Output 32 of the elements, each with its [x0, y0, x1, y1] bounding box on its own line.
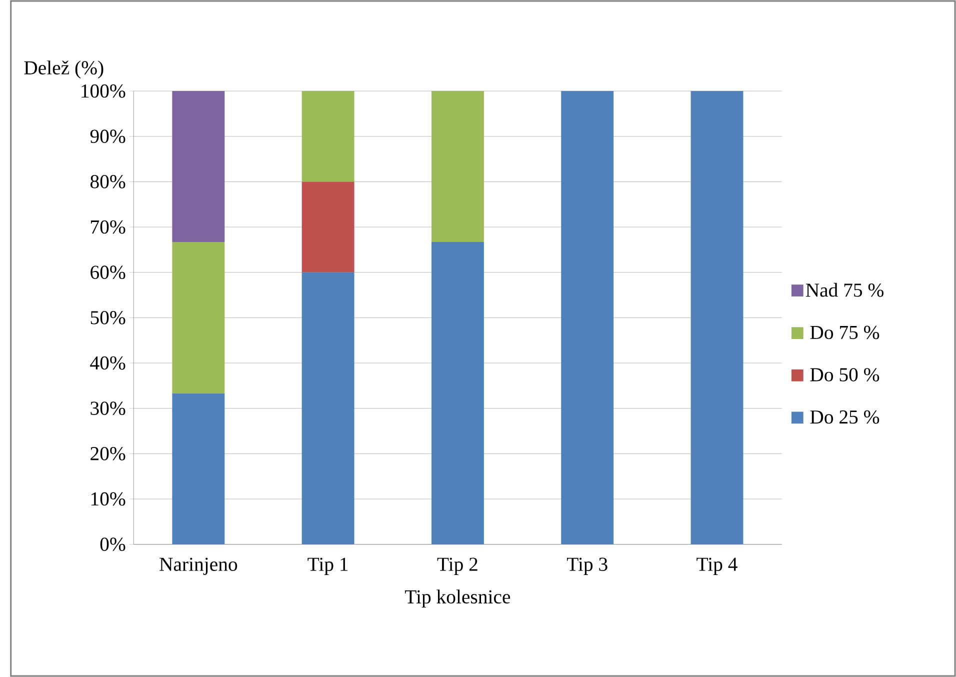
- legend-label: Do 75 %: [810, 326, 880, 340]
- bar: [172, 91, 225, 242]
- y-tick-label: 80%: [90, 175, 126, 188]
- bar: [431, 91, 484, 242]
- y-tick-label: 70%: [91, 220, 126, 234]
- x-tick-label: Tip 2: [437, 558, 478, 575]
- legend-label: Do 25 %: [810, 410, 880, 424]
- bar: [302, 91, 354, 182]
- bar: [172, 242, 225, 394]
- bar: [302, 272, 354, 544]
- y-tick-label: 100%: [82, 84, 126, 98]
- legend-label: Nad 75 %: [806, 282, 884, 297]
- y-tick-label: 40%: [90, 356, 126, 370]
- y-tick-label: 50%: [90, 311, 126, 324]
- y-tick-label: 30%: [90, 402, 126, 416]
- legend-label: Do 50 %: [810, 368, 880, 382]
- bar: [431, 242, 484, 544]
- x-tick-label: Narinjeno: [160, 558, 238, 575]
- y-tick-label: 60%: [90, 266, 126, 280]
- y-tick-label: 10%: [91, 492, 126, 506]
- x-tick-label: Tip 4: [696, 558, 738, 575]
- bar: [690, 91, 744, 544]
- x-tick-label: Tip 1: [308, 558, 348, 575]
- y-tick-label: 20%: [90, 447, 126, 460]
- y-tick-label: 0%: [100, 538, 126, 552]
- bar: [172, 393, 225, 544]
- x-tick-label: Tip 3: [566, 558, 608, 575]
- y-axis-title: Delež (%): [24, 60, 104, 79]
- y-tick-label: 90%: [90, 130, 126, 144]
- bar: [561, 91, 614, 544]
- bar: [302, 182, 354, 272]
- x-axis-title: Tip kolesnice: [405, 590, 510, 608]
